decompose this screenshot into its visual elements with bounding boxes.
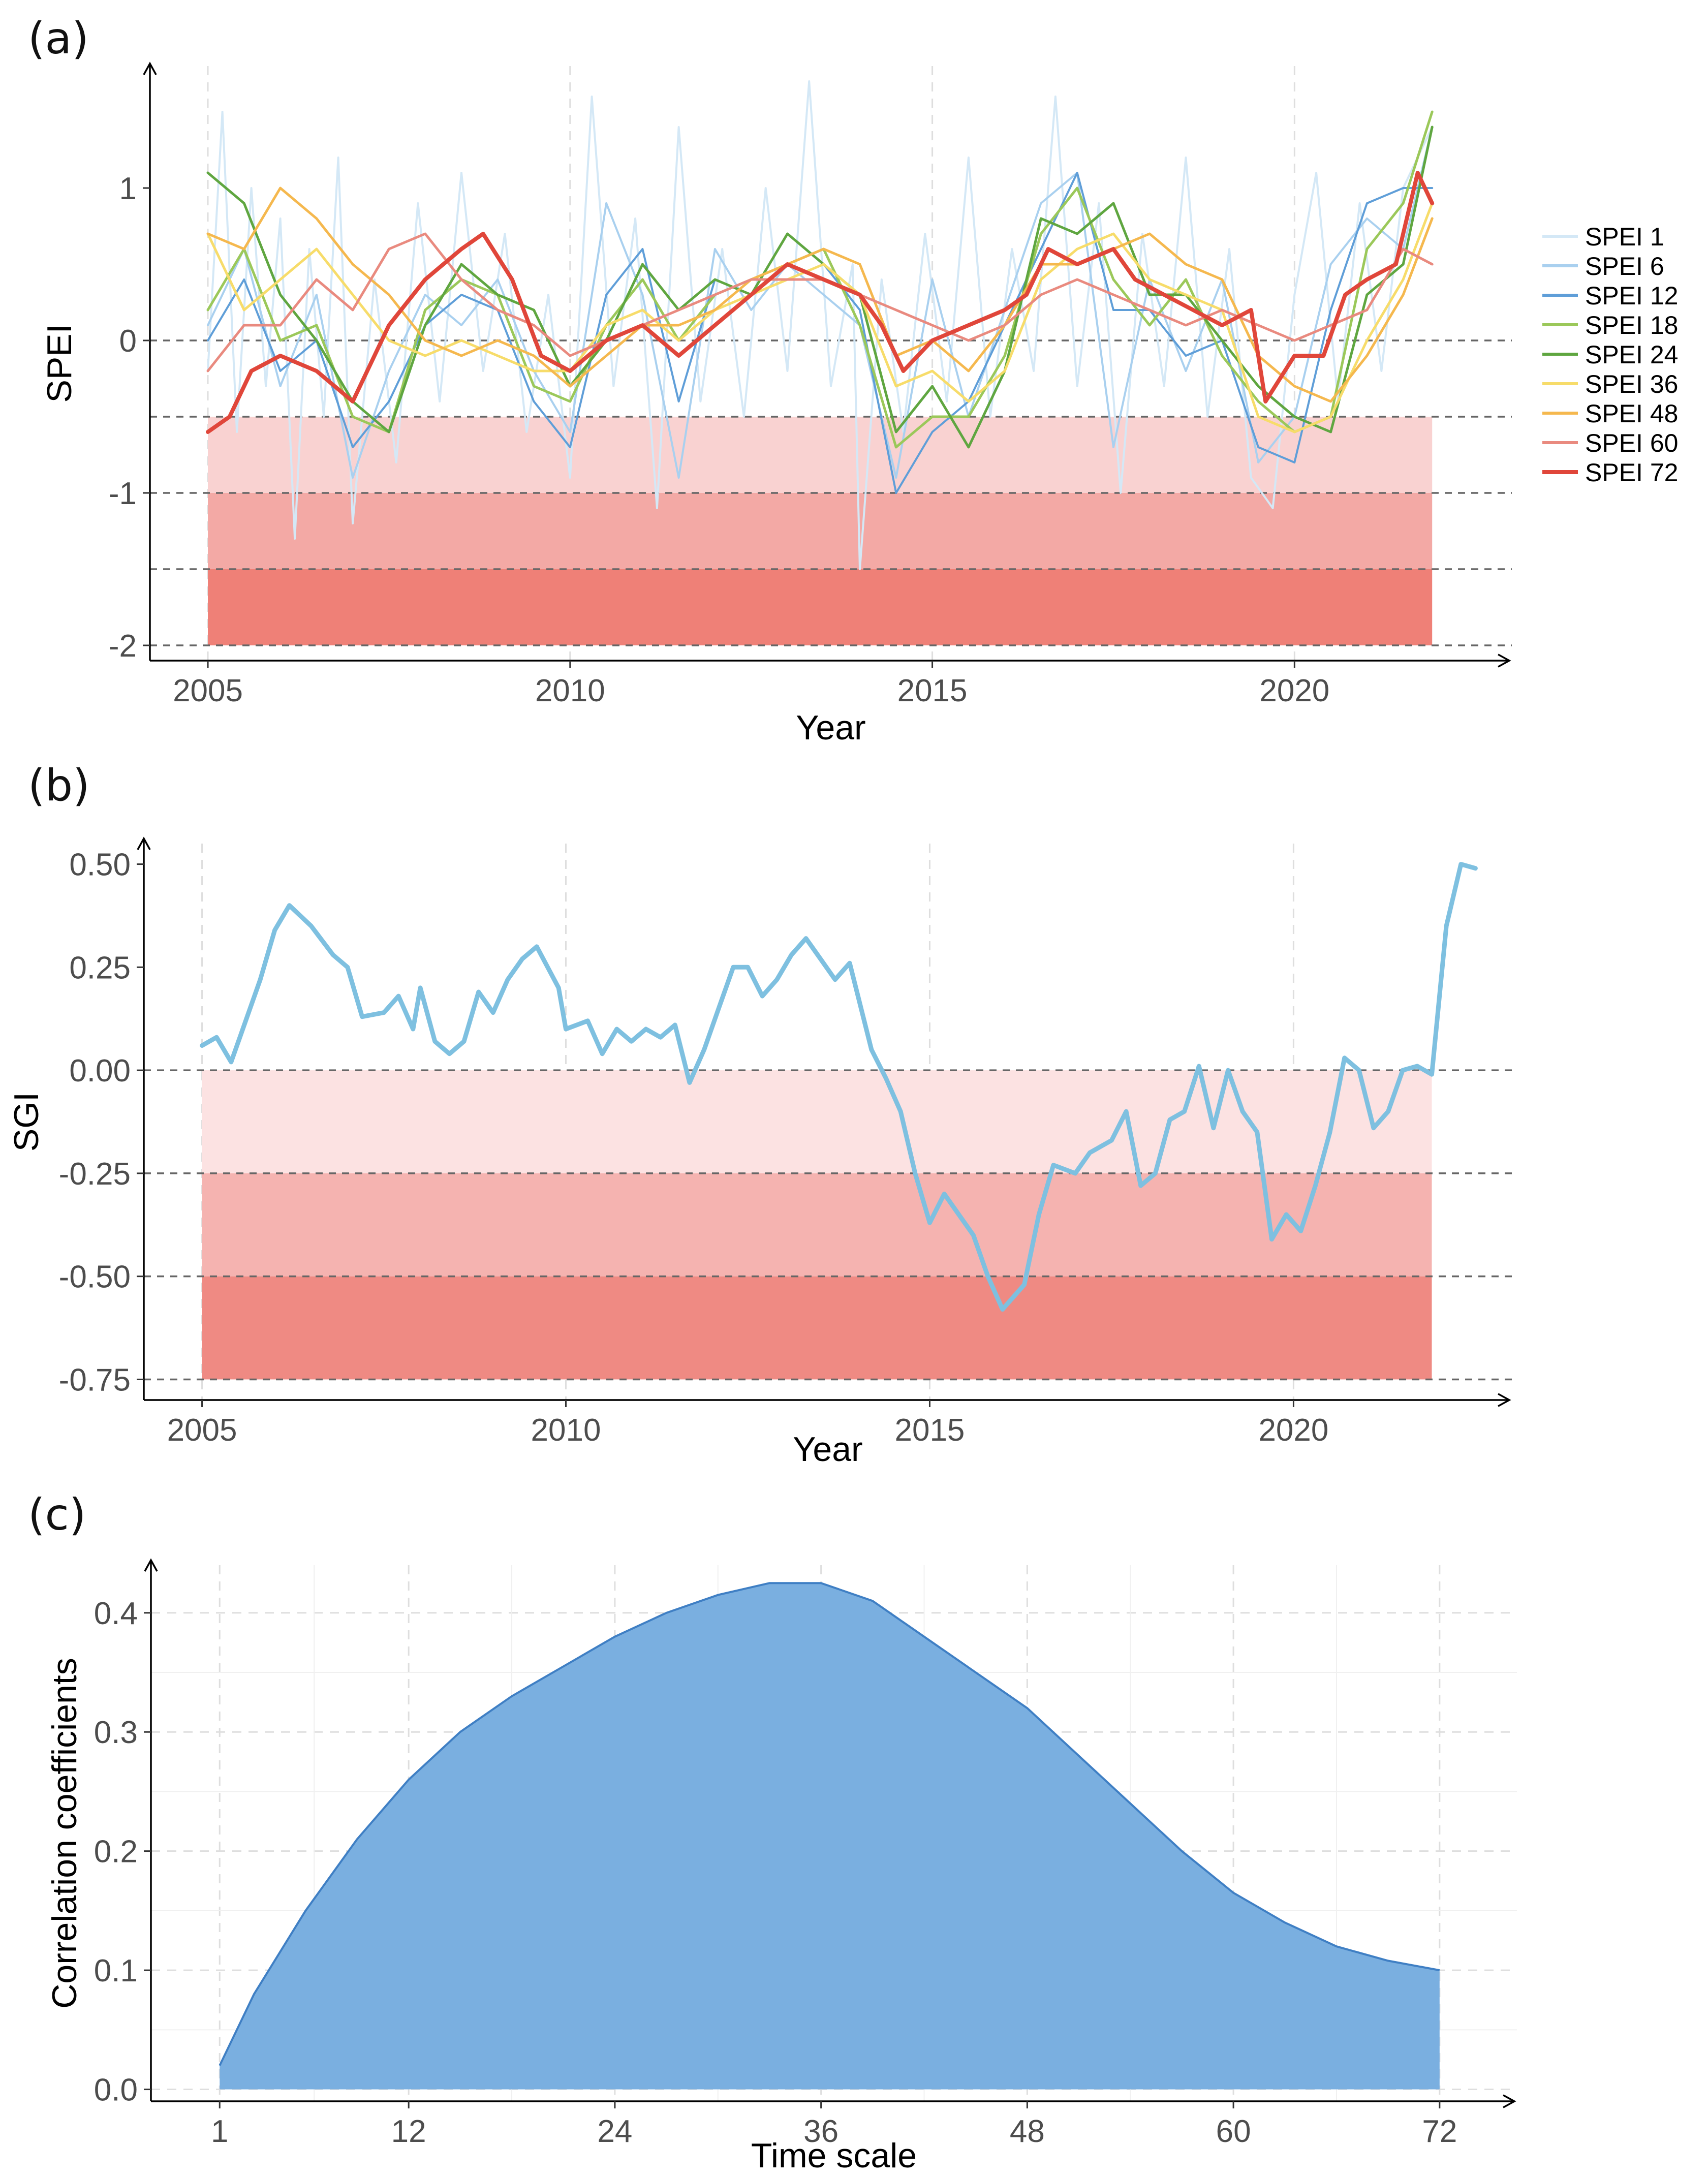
legend-label: SPEI 12 xyxy=(1585,282,1678,310)
band-severe xyxy=(208,569,1433,645)
x-axis-title: Time scale xyxy=(751,2136,917,2175)
x-tick-label: 12 xyxy=(391,2114,426,2149)
y-axis-arrow xyxy=(137,836,151,850)
y-tick-label: -1 xyxy=(109,476,137,511)
y-tick-label: 0.50 xyxy=(69,848,131,883)
band-mild xyxy=(202,1070,1432,1173)
y-tick-label: 0.4 xyxy=(94,1596,138,1631)
x-tick-label: 24 xyxy=(597,2114,632,2149)
x-axis-title: Year xyxy=(793,1430,862,1469)
y-axis-arrow xyxy=(144,1558,158,1572)
legend-label: SPEI 24 xyxy=(1585,340,1678,369)
panel-label: (c) xyxy=(28,1489,86,1540)
y-tick-label: 0.3 xyxy=(94,1715,138,1750)
series-line-sgi xyxy=(200,862,1478,1312)
series-line-spei-48 xyxy=(206,186,1434,403)
legend-label: SPEI 60 xyxy=(1585,429,1678,457)
y-tick-label: 0.1 xyxy=(94,1953,138,1988)
x-tick-label: 60 xyxy=(1216,2114,1251,2149)
x-tick-label: 2005 xyxy=(167,1413,237,1448)
x-tick-label: 2010 xyxy=(535,673,605,708)
legend-label: SPEI 72 xyxy=(1585,458,1678,487)
x-tick-label: 1 xyxy=(211,2114,228,2149)
band-moderate xyxy=(202,1173,1432,1277)
y-tick-label: -2 xyxy=(109,629,137,664)
y-tick-label: 0 xyxy=(119,324,137,359)
x-tick-label: 2020 xyxy=(1259,673,1329,708)
x-tick-label: 36 xyxy=(803,2114,839,2149)
y-axis-title: Correlation coefficients xyxy=(45,1658,84,2008)
y-axis-arrow xyxy=(143,61,157,75)
band-severe xyxy=(202,1276,1432,1380)
y-tick-label: -0.75 xyxy=(59,1362,131,1397)
y-tick-label: 1 xyxy=(119,171,137,206)
y-axis-title: SGI xyxy=(7,1092,46,1152)
y-tick-label: -0.50 xyxy=(59,1260,131,1295)
y-tick-label: -0.25 xyxy=(59,1157,131,1192)
y-tick-label: 0.00 xyxy=(69,1053,131,1089)
band-moderate xyxy=(208,493,1433,569)
x-tick-label: 2015 xyxy=(897,673,968,708)
panel-label: (a) xyxy=(28,13,89,64)
area-outline xyxy=(219,1582,1440,2066)
x-tick-label: 2010 xyxy=(531,1413,601,1448)
series-line-spei-36 xyxy=(206,202,1434,433)
y-tick-label: 0.0 xyxy=(94,2073,138,2108)
area-fill xyxy=(220,1583,1440,2090)
series-line-spei-6 xyxy=(207,126,1434,479)
panel-b-sgi-chart: (b) 2005 2010 2015 2020 -0.75 -0.50 -0.25 0.00 0.… xyxy=(7,760,1512,1469)
x-axis-arrow xyxy=(1498,654,1511,668)
x-tick-label: 2005 xyxy=(173,673,243,708)
legend-label: SPEI 18 xyxy=(1585,311,1678,339)
y-axis-title: SPEI xyxy=(40,324,79,403)
series-line-spei-24 xyxy=(206,126,1434,449)
legend-label: SPEI 36 xyxy=(1585,370,1678,398)
x-tick-label: 48 xyxy=(1010,2114,1045,2149)
x-axis-title: Year xyxy=(796,708,865,747)
x-axis-arrow xyxy=(1498,1393,1511,1407)
y-tick-label: 0.2 xyxy=(94,1835,138,1870)
panel-label: (b) xyxy=(28,760,90,811)
series-line-spei-60 xyxy=(206,232,1434,372)
band-mild xyxy=(208,417,1433,493)
series-line-spei-72 xyxy=(206,171,1435,434)
x-tick-label: 72 xyxy=(1422,2114,1457,2149)
legend-label: SPEI 48 xyxy=(1585,399,1678,428)
x-tick-label: 2015 xyxy=(894,1413,965,1448)
panel-c-correlation-chart: (c) 1 12 24 36 48 60 72 0.0 0.1 0.2 0.3 0.4 Time scal… xyxy=(28,1489,1517,2175)
y-tick-label: 0.25 xyxy=(69,950,131,985)
series-line-spei-1 xyxy=(207,80,1434,570)
x-tick-label: 2020 xyxy=(1258,1413,1328,1448)
legend-label: SPEI 1 xyxy=(1585,223,1664,251)
legend-label: SPEI 6 xyxy=(1585,252,1664,281)
x-axis-arrow xyxy=(1503,2094,1516,2108)
